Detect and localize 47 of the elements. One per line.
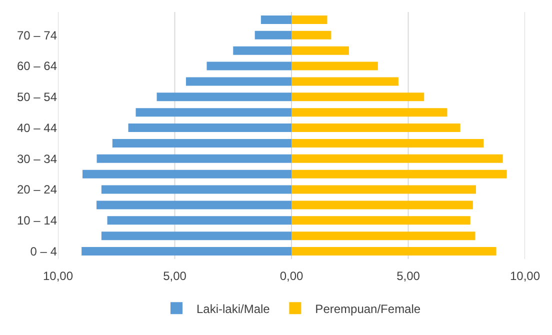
bar <box>260 15 292 24</box>
y-tick-label: 30 – 34 <box>16 152 58 166</box>
bar <box>206 62 292 70</box>
bar <box>254 30 292 40</box>
x-tick-label: 10,00 <box>510 269 540 283</box>
bar <box>292 108 448 117</box>
bar <box>292 30 332 40</box>
bar <box>292 154 503 163</box>
bar <box>292 185 476 194</box>
bar <box>156 92 292 102</box>
bar <box>292 62 378 70</box>
bar <box>128 124 292 132</box>
bar <box>233 46 292 55</box>
bar <box>292 124 460 132</box>
y-tick-label: 10 – 14 <box>16 214 58 228</box>
x-tick-label: 5,00 <box>163 269 187 283</box>
legend-label: Laki-laki/Male <box>196 302 270 316</box>
bar <box>107 216 292 225</box>
y-tick-label: 70 – 74 <box>16 28 58 42</box>
bar <box>292 15 328 24</box>
bar <box>186 77 292 86</box>
x-tick-label: 0,00 <box>280 269 304 283</box>
y-tick-label: 60 – 64 <box>16 59 58 74</box>
bar <box>82 247 292 256</box>
y-tick-label: 0 – 4 <box>30 244 58 258</box>
x-tick-label: 10,00 <box>42 269 74 283</box>
bar <box>112 138 292 148</box>
legend-label: Perempuan/Female <box>315 302 421 316</box>
bar <box>292 216 470 225</box>
bar <box>292 92 424 102</box>
bar <box>292 77 398 86</box>
y-tick-label: 40 – 44 <box>16 120 58 135</box>
y-tick-label: 50 – 54 <box>16 90 58 104</box>
bar <box>292 232 476 240</box>
bar <box>82 170 292 178</box>
bar <box>136 108 292 117</box>
bar <box>292 247 496 256</box>
y-tick-label: 20 – 24 <box>16 182 58 197</box>
bar <box>101 185 292 194</box>
x-tick-label: 5,00 <box>396 269 420 283</box>
bar <box>96 154 292 163</box>
bar <box>96 200 292 210</box>
bar <box>292 170 507 178</box>
bar <box>292 138 484 148</box>
bar <box>292 200 473 210</box>
bar <box>292 46 349 55</box>
bar <box>101 232 292 240</box>
